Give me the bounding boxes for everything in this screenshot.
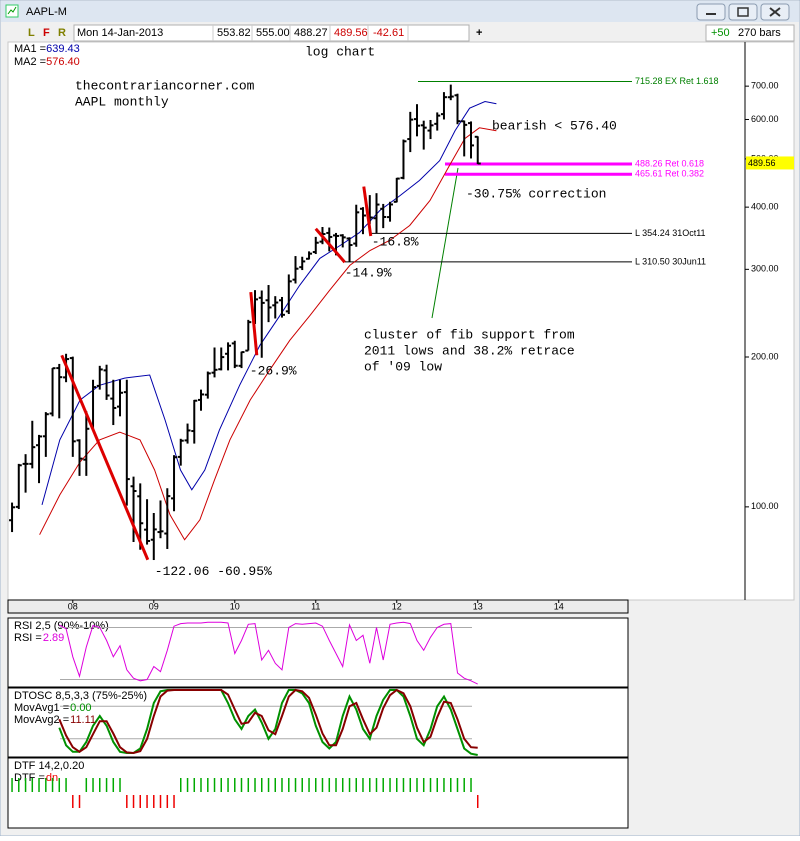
indicator-readout: 11.11	[70, 714, 96, 726]
indicator-line	[59, 621, 478, 685]
indicator-label: MovAvg1 =	[14, 702, 69, 714]
chart-subtitle: log chart	[305, 44, 375, 59]
open-readout: 553.82	[217, 27, 251, 39]
swing-label: -14.9%	[345, 266, 392, 281]
date-readout: Mon 14-Jan-2013	[77, 27, 163, 39]
x-tick-label: 09	[149, 601, 159, 611]
readout-box	[73, 24, 470, 42]
close-glyph	[769, 7, 781, 17]
swing-line	[314, 227, 346, 264]
indicator-label: MovAvg2 =	[14, 714, 69, 726]
time-axis	[7, 599, 629, 614]
panel-title: DTF 14,2,0.20	[14, 760, 84, 772]
y-tick-label: 200.00	[751, 351, 779, 361]
chart-title: AAPL monthly	[75, 94, 169, 109]
ma-readout: 639.43	[46, 43, 80, 55]
dtf-panel	[7, 757, 629, 829]
x-tick-label: 14	[554, 601, 564, 611]
annotation: bearish < 576.40	[492, 118, 617, 133]
maximize-glyph	[737, 7, 749, 17]
level-label: 488.26 Ret 0.618	[635, 158, 704, 168]
indicator-readout: 0.00	[70, 702, 91, 714]
ma-legend: MA1 =639.43	[14, 43, 80, 55]
level-label: 715.28 EX Ret 1.618	[635, 76, 719, 86]
window-title: AAPL-M	[26, 6, 67, 18]
y-tick-label: 600.00	[751, 114, 779, 124]
indicator-label: RSI =	[14, 632, 42, 644]
swing-line	[249, 291, 259, 356]
y-tick-label: 700.00	[751, 81, 779, 91]
ma-legend: MA2 =576.40	[14, 56, 80, 68]
swing-line	[60, 354, 150, 561]
maximize-button[interactable]	[728, 3, 758, 21]
x-tick-label: 12	[392, 601, 402, 611]
x-tick-label: 08	[68, 601, 78, 611]
swing-label: -16.8%	[372, 234, 419, 249]
annotation: 2011 lows and 38.2% retrace	[364, 343, 575, 358]
indicator-readout: 2.89	[43, 632, 64, 644]
swing-label: -122.06 -60.95%	[155, 564, 272, 579]
title-bar	[1, 1, 799, 22]
level-label: 465.61 Ret 0.382	[635, 169, 704, 179]
indicator-line	[58, 688, 478, 755]
price-box-label: 489.56	[748, 158, 776, 168]
toolbar-button[interactable]: R	[58, 27, 66, 39]
ma-label: MA1 =	[14, 43, 46, 55]
annotation: -30.75% correction	[466, 186, 606, 201]
price-panel	[7, 41, 795, 601]
indicator-label: DTF =	[14, 772, 45, 784]
pointer-line	[431, 167, 459, 319]
moving-average	[41, 100, 497, 506]
low-readout: 488.27	[294, 27, 328, 39]
indicator-readout: dn	[46, 772, 58, 784]
bars-box	[705, 24, 795, 42]
x-tick-label: 13	[473, 601, 483, 611]
ma-label: MA2 =	[14, 56, 46, 68]
swing-line	[362, 186, 373, 237]
bars-count: 270 bars	[738, 27, 781, 39]
ma-readout: 576.40	[46, 56, 80, 68]
site-note: thecontrariancorner.com	[75, 78, 255, 93]
bars-step[interactable]: +50	[711, 27, 730, 39]
level-label: L 310.50 30Jun11	[635, 256, 706, 266]
level-label: L 354.24 31Oct11	[635, 228, 706, 238]
moving-average	[39, 127, 497, 541]
x-tick-label: 11	[311, 601, 320, 611]
x-tick-label: 10	[230, 601, 240, 611]
high-readout: 555.00	[256, 27, 290, 39]
toolbar-button[interactable]: F	[43, 27, 50, 39]
minimize-button[interactable]	[696, 3, 726, 21]
swing-label: -26.9%	[250, 364, 297, 379]
toolbar-button[interactable]: L	[28, 27, 35, 39]
change-readout: -42.61	[373, 27, 404, 39]
app-icon-glyph	[7, 6, 17, 15]
annotation: cluster of fib support from	[364, 327, 575, 342]
crosshair-button[interactable]: +	[476, 27, 482, 39]
close-readout: 489.56	[334, 27, 368, 39]
y-tick-label: 400.00	[751, 202, 779, 212]
annotation: of '09 low	[364, 359, 442, 374]
panel-title: DTOSC 8,5,3,3 (75%-25%)	[14, 690, 147, 702]
price-box	[746, 156, 794, 170]
y-tick-label: 100.00	[751, 501, 779, 511]
y-tick-label: 300.00	[751, 264, 779, 274]
